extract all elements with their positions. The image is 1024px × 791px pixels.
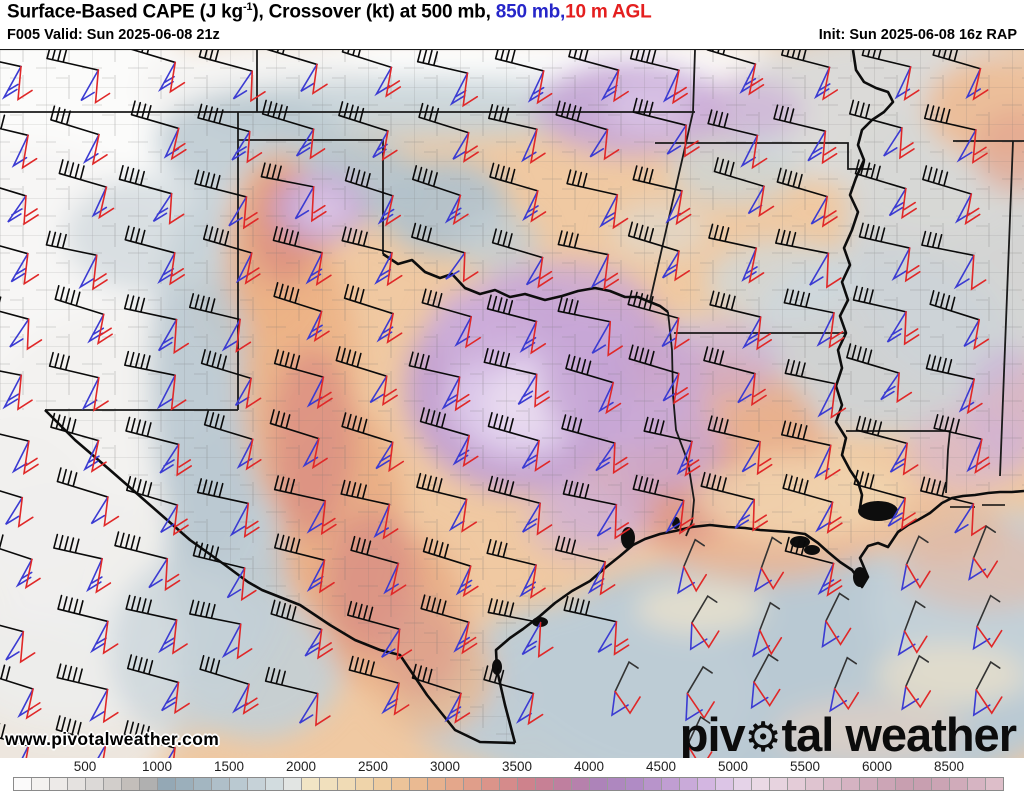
colorbar-segment: [536, 778, 554, 790]
colorbar-tick-label: 3000: [429, 759, 461, 774]
colorbar-segment: [878, 778, 896, 790]
colorbar-segment: [230, 778, 248, 790]
colorbar-segment: [734, 778, 752, 790]
colorbar-segment: [752, 778, 770, 790]
colorbar-segment: [428, 778, 446, 790]
colorbar-segment: [680, 778, 698, 790]
colorbar-segment: [518, 778, 536, 790]
colorbar-segment: [248, 778, 266, 790]
colorbar-segment: [86, 778, 104, 790]
colorbar-segment: [32, 778, 50, 790]
watermark-label: www.pivotalweather.com: [5, 729, 220, 749]
colorbar-segment: [302, 778, 320, 790]
colorbar-segment: [590, 778, 608, 790]
init-time-label: Init: Sun 2025-06-08 16z RAP: [818, 27, 1017, 43]
colorbar-tick-label: 2500: [357, 759, 389, 774]
colorbar-segment: [500, 778, 518, 790]
colorbar-segment: [824, 778, 842, 790]
colorbar-segment: [608, 778, 626, 790]
colorbar-tick-label: 3500: [501, 759, 533, 774]
colorbar-tick-label: 1500: [213, 759, 245, 774]
subtitle-row: F005 Valid: Sun 2025-06-08 21z Init: Sun…: [7, 27, 1017, 43]
colorbar-segment: [932, 778, 950, 790]
gear-icon: ⚙: [744, 714, 782, 760]
colorbar-segment: [320, 778, 338, 790]
map-area: www.pivotalweather.com piv⚙tal weather: [0, 49, 1024, 761]
colorbar-segment: [122, 778, 140, 790]
colorbar-segment: [374, 778, 392, 790]
title-part: Surface-Based CAPE (J kg: [7, 1, 243, 23]
colorbar-segment: [14, 778, 32, 790]
colorbar-segment: [176, 778, 194, 790]
wind-barbs-layer: [0, 50, 1003, 758]
colorbar-tick-label: 8500: [933, 759, 965, 774]
colorbar-segment: [842, 778, 860, 790]
colorbar-segment: [788, 778, 806, 790]
colorbar-segment: [392, 778, 410, 790]
colorbar-segment: [554, 778, 572, 790]
colorbar-segment: [194, 778, 212, 790]
colorbar-segment: [860, 778, 878, 790]
colorbar-segment: [770, 778, 788, 790]
colorbar-segment: [950, 778, 968, 790]
colorbar-tick-label: 500: [73, 759, 97, 774]
colorbar-footer: 500 1000 1500 2000 2500 3000 3500 4000 4500 5000 5…: [0, 758, 1024, 791]
colorbar-segment: [482, 778, 500, 790]
colorbar-segment: [572, 778, 590, 790]
colorbar-segment: [50, 778, 68, 790]
title-part: 850 mb,: [495, 1, 566, 23]
colorbar-segment: [68, 778, 86, 790]
colorbar-segment: [968, 778, 986, 790]
colorbar-segment: [104, 778, 122, 790]
colorbar-segment: [806, 778, 824, 790]
colorbar-tick-label: 4000: [573, 759, 605, 774]
colorbar-segment: [914, 778, 932, 790]
colorbar-segment: [464, 778, 482, 790]
page-title: Surface-Based CAPE (J kg-1), Crossover (…: [7, 1, 652, 23]
colorbar-segment: [338, 778, 356, 790]
colorbar-tick-label: 5500: [789, 759, 821, 774]
colorbar-segment: [212, 778, 230, 790]
colorbar-segment: [986, 778, 1003, 790]
logo-text-post: tal weather: [781, 708, 1017, 761]
pivotal-weather-logo: piv⚙tal weather: [679, 707, 1017, 762]
colorbar-segment: [662, 778, 680, 790]
colorbar-segment: [356, 778, 374, 790]
colorbar-tick-label: 5000: [717, 759, 749, 774]
weather-map-canvas: [0, 50, 1024, 758]
colorbar-tick-label: 6000: [861, 759, 893, 774]
cape-colorbar: [13, 777, 1004, 791]
colorbar-tick-label: 4500: [645, 759, 677, 774]
colorbar-segment: [716, 778, 734, 790]
header-bar: Surface-Based CAPE (J kg-1), Crossover (…: [0, 0, 1024, 49]
title-part: 10 m AGL: [565, 1, 652, 23]
colorbar-segment: [410, 778, 428, 790]
colorbar-segment: [266, 778, 284, 790]
colorbar-segment: [698, 778, 716, 790]
valid-time-label: F005 Valid: Sun 2025-06-08 21z: [7, 27, 220, 43]
colorbar-tick-label: 2000: [285, 759, 317, 774]
title-part: -1: [242, 1, 253, 13]
colorbar-segment: [284, 778, 302, 790]
title-part: ), Crossover (kt) at 500 mb,: [252, 1, 496, 23]
colorbar-segment: [446, 778, 464, 790]
logo-text-pre: piv: [679, 708, 746, 761]
colorbar-segment: [896, 778, 914, 790]
colorbar-segment: [140, 778, 158, 790]
colorbar-segment: [644, 778, 662, 790]
colorbar-tick-label: 1000: [141, 759, 173, 774]
colorbar-segment: [626, 778, 644, 790]
colorbar-segment: [158, 778, 176, 790]
